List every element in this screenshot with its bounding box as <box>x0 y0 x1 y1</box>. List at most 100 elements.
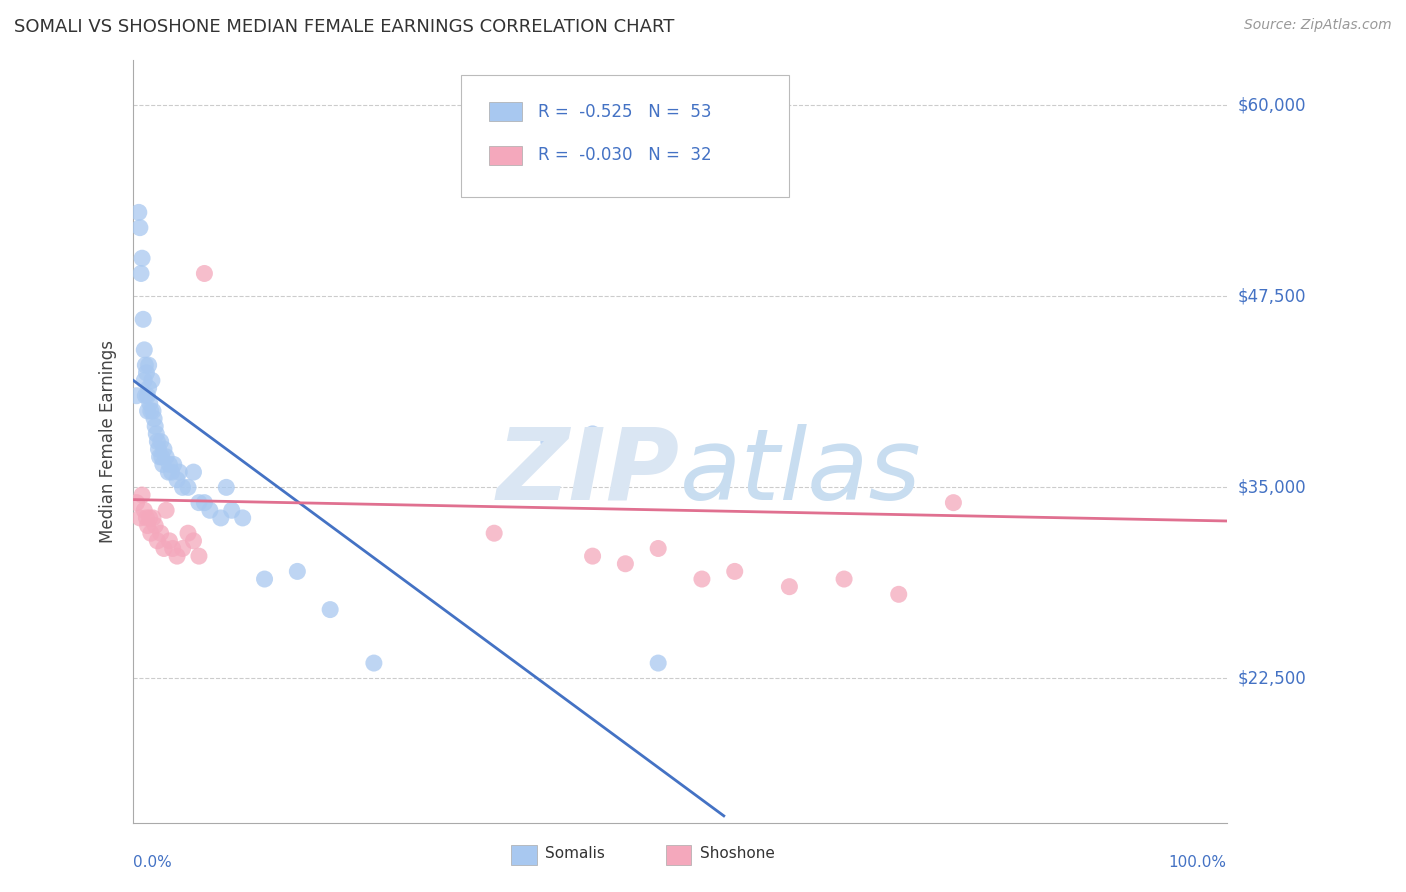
Point <box>187 496 209 510</box>
Point <box>157 533 180 548</box>
Point <box>319 602 342 616</box>
Point <box>647 656 669 670</box>
FancyBboxPatch shape <box>489 145 522 165</box>
Point <box>160 465 183 479</box>
Point <box>131 251 153 265</box>
Point <box>724 565 747 579</box>
Point <box>128 511 150 525</box>
Point <box>152 458 174 472</box>
Point <box>614 557 637 571</box>
Point <box>138 511 160 525</box>
Point <box>128 220 150 235</box>
Point <box>193 267 215 281</box>
Point <box>134 503 156 517</box>
Text: R =  -0.030   N =  32: R = -0.030 N = 32 <box>538 146 711 164</box>
Text: R =  -0.525   N =  53: R = -0.525 N = 53 <box>538 103 711 120</box>
Point <box>143 518 166 533</box>
Point <box>149 526 172 541</box>
Point <box>135 366 157 380</box>
Text: $22,500: $22,500 <box>1237 669 1306 688</box>
Point <box>162 541 184 556</box>
Point <box>832 572 855 586</box>
Point <box>166 549 188 563</box>
Point <box>167 465 190 479</box>
Point <box>125 496 148 510</box>
Point <box>142 404 165 418</box>
Point <box>209 511 232 525</box>
Point <box>253 572 276 586</box>
Point <box>215 480 238 494</box>
Point <box>143 411 166 425</box>
Text: atlas: atlas <box>681 424 922 521</box>
Point <box>139 404 162 418</box>
Point <box>285 565 308 579</box>
Point <box>149 434 172 449</box>
Point <box>138 396 160 410</box>
Point <box>129 267 152 281</box>
Point <box>198 503 221 517</box>
Point <box>136 404 159 418</box>
Point <box>537 434 560 449</box>
Text: $60,000: $60,000 <box>1237 96 1306 114</box>
Point <box>146 434 169 449</box>
Point <box>221 503 243 517</box>
Point <box>942 496 965 510</box>
Text: Shoshone: Shoshone <box>700 847 775 862</box>
Point <box>363 656 385 670</box>
Point <box>232 511 254 525</box>
Point <box>148 450 170 464</box>
Point <box>153 541 176 556</box>
Point <box>778 580 800 594</box>
Point <box>132 312 155 326</box>
Point <box>482 526 505 541</box>
Point <box>690 572 713 586</box>
Point <box>166 473 188 487</box>
Point <box>187 549 209 563</box>
FancyBboxPatch shape <box>461 75 789 197</box>
Point <box>143 419 166 434</box>
Point <box>145 426 167 441</box>
Text: Somalis: Somalis <box>546 847 605 862</box>
Point <box>647 541 669 556</box>
Text: 100.0%: 100.0% <box>1168 855 1227 870</box>
Point <box>150 450 173 464</box>
Point <box>136 518 159 533</box>
Y-axis label: Median Female Earnings: Median Female Earnings <box>100 340 117 543</box>
Point <box>141 373 163 387</box>
Point <box>136 389 159 403</box>
Point <box>172 541 194 556</box>
Point <box>134 389 156 403</box>
Text: 0.0%: 0.0% <box>134 855 172 870</box>
Point <box>128 205 150 219</box>
Point <box>177 480 200 494</box>
Text: $47,500: $47,500 <box>1237 287 1306 305</box>
FancyBboxPatch shape <box>489 102 522 121</box>
Point <box>138 358 160 372</box>
Point <box>148 442 170 457</box>
Text: ZIP: ZIP <box>498 424 681 521</box>
Point <box>193 496 215 510</box>
Point <box>139 526 162 541</box>
Point <box>581 549 603 563</box>
Point <box>134 358 156 372</box>
Text: SOMALI VS SHOSHONE MEDIAN FEMALE EARNINGS CORRELATION CHART: SOMALI VS SHOSHONE MEDIAN FEMALE EARNING… <box>14 18 675 36</box>
Point <box>155 503 177 517</box>
Text: Source: ZipAtlas.com: Source: ZipAtlas.com <box>1244 18 1392 32</box>
Point <box>134 343 156 357</box>
Point <box>125 389 148 403</box>
Point <box>183 465 205 479</box>
Point <box>153 442 176 457</box>
Point <box>131 488 153 502</box>
Point <box>177 526 200 541</box>
Point <box>163 458 186 472</box>
Point <box>157 458 180 472</box>
Point <box>581 426 603 441</box>
Point <box>157 465 180 479</box>
Point <box>887 587 910 601</box>
Point <box>135 511 157 525</box>
Point <box>155 450 177 464</box>
Text: $35,000: $35,000 <box>1237 478 1306 496</box>
Point <box>172 480 194 494</box>
Point <box>134 373 156 387</box>
Point <box>138 381 160 395</box>
